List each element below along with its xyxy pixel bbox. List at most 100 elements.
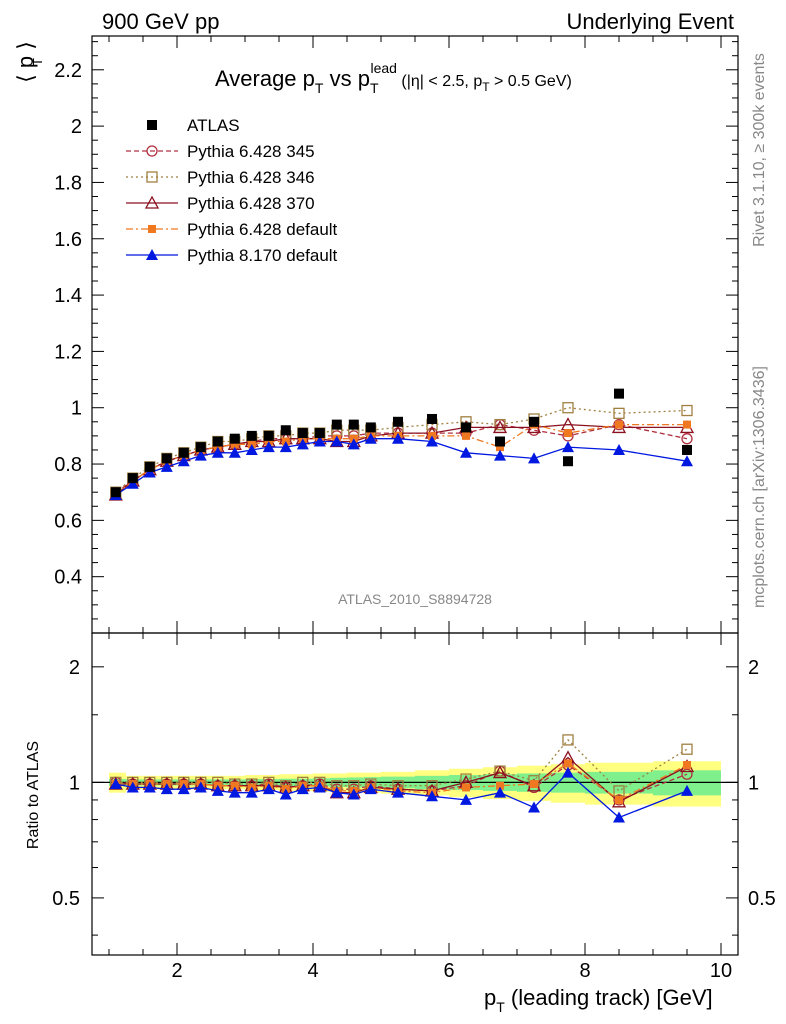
x-axis-label: pT (leading track) [GeV] [484, 985, 713, 1015]
legend-entry: Pythia 6.428 default [126, 220, 338, 239]
data-point [495, 436, 505, 447]
data-point [426, 435, 438, 447]
data-point [262, 783, 275, 795]
data-point [246, 430, 257, 441]
data-point [177, 783, 190, 795]
x-tick-label: 2 [171, 960, 182, 982]
legend-label: Pythia 6.428 346 [187, 168, 315, 187]
data-point [462, 431, 470, 440]
main-series-atlas [110, 388, 692, 498]
data-point [280, 425, 291, 436]
legend-entry: Pythia 6.428 346 [126, 168, 315, 187]
data-point [494, 786, 506, 798]
data-point [681, 433, 693, 445]
data-point [528, 452, 540, 464]
y-axis-label-main: ⟨ p ⟩ [13, 41, 38, 83]
axes-frames: 2 4 6 8 10 0.4 0.6 0.8 1 1.2 1.4 1.6 1.8 2 2.2 0.5 0.5 1 1… [52, 35, 776, 982]
data-point [245, 786, 258, 798]
data-point [683, 760, 691, 769]
x-tick-label: 8 [579, 960, 590, 982]
legend-entry: Pythia 6.428 345 [126, 142, 315, 161]
data-point [178, 447, 189, 458]
y-tick-label: 2.2 [54, 60, 82, 82]
legend: ATLAS Pythia 6.428 345 Pythia 6.428 346 Pyt… [126, 116, 338, 265]
legend-label: Pythia 6.428 370 [187, 194, 315, 213]
data-point [211, 446, 224, 458]
x-tick-label: 6 [443, 960, 454, 982]
data-point [330, 786, 343, 798]
data-point [229, 433, 240, 444]
data-point [365, 422, 376, 433]
data-point [613, 811, 625, 823]
data-point [681, 784, 693, 796]
data-point [279, 441, 292, 453]
analysis-watermark: ATLAS_2010_S8894728 [338, 591, 492, 607]
data-point [564, 759, 572, 768]
data-point [393, 416, 403, 427]
data-point [126, 477, 139, 489]
data-point [245, 443, 258, 455]
data-point [160, 460, 173, 472]
data-point [347, 438, 360, 450]
legend-marker [147, 120, 157, 130]
data-point [494, 418, 506, 431]
data-point [211, 784, 224, 796]
y-tick-label: 0.6 [54, 510, 82, 532]
data-point [461, 422, 471, 433]
data-point [562, 734, 574, 746]
data-point [194, 781, 207, 793]
data-point [496, 781, 504, 790]
y-tick-label: 1 [71, 398, 82, 420]
data-point [195, 442, 206, 453]
y-tick-label: 1.2 [54, 341, 82, 363]
data-point [194, 449, 207, 461]
header-left: 900 GeV pp [102, 9, 219, 34]
data-point [615, 795, 623, 804]
ratio-y-tick-label: 2 [69, 657, 80, 679]
data-point [143, 781, 156, 793]
legend-label: ATLAS [187, 116, 240, 135]
rivet-label: Rivet 3.1.10, ≥ 300k events [751, 53, 768, 247]
data-point [228, 446, 241, 458]
data-point [563, 456, 573, 467]
ratio-y-tick-label: 1 [69, 772, 80, 794]
mcplots-label: mcplots.cern.ch [arXiv:1306.3436] [751, 366, 768, 608]
data-point [262, 441, 275, 453]
data-point [160, 783, 173, 795]
data-point [528, 801, 540, 813]
ratio-y-tick-label-right: 2 [748, 657, 759, 679]
data-point [348, 419, 359, 430]
data-point [682, 444, 692, 455]
ratio-series-pythia-8-170-default [109, 766, 693, 823]
data-point [144, 461, 155, 472]
legend-marker [146, 249, 158, 260]
data-point [161, 453, 172, 464]
data-point [492, 420, 508, 434]
data-point [126, 781, 139, 793]
data-point [681, 404, 693, 417]
data-point [564, 429, 572, 438]
legend-label: Pythia 6.428 345 [187, 142, 315, 161]
data-point [614, 388, 624, 399]
data-point [127, 473, 138, 484]
y-tick-label: 1.6 [54, 229, 82, 251]
data-point [279, 788, 292, 800]
legend-entry: Pythia 6.428 370 [126, 194, 315, 213]
data-point [314, 428, 325, 439]
legend-marker [146, 145, 158, 157]
data-point [143, 466, 156, 478]
data-point [492, 765, 508, 779]
data-point [529, 416, 539, 427]
data-point [530, 780, 538, 789]
data-point [263, 430, 274, 441]
y-tick-label: 1.8 [54, 172, 82, 194]
data-point [313, 435, 326, 447]
data-point [392, 432, 404, 444]
data-point [613, 443, 625, 455]
data-point [296, 783, 309, 795]
data-point [212, 436, 223, 447]
data-point [681, 743, 693, 755]
data-point [392, 786, 404, 798]
data-point [364, 432, 377, 444]
